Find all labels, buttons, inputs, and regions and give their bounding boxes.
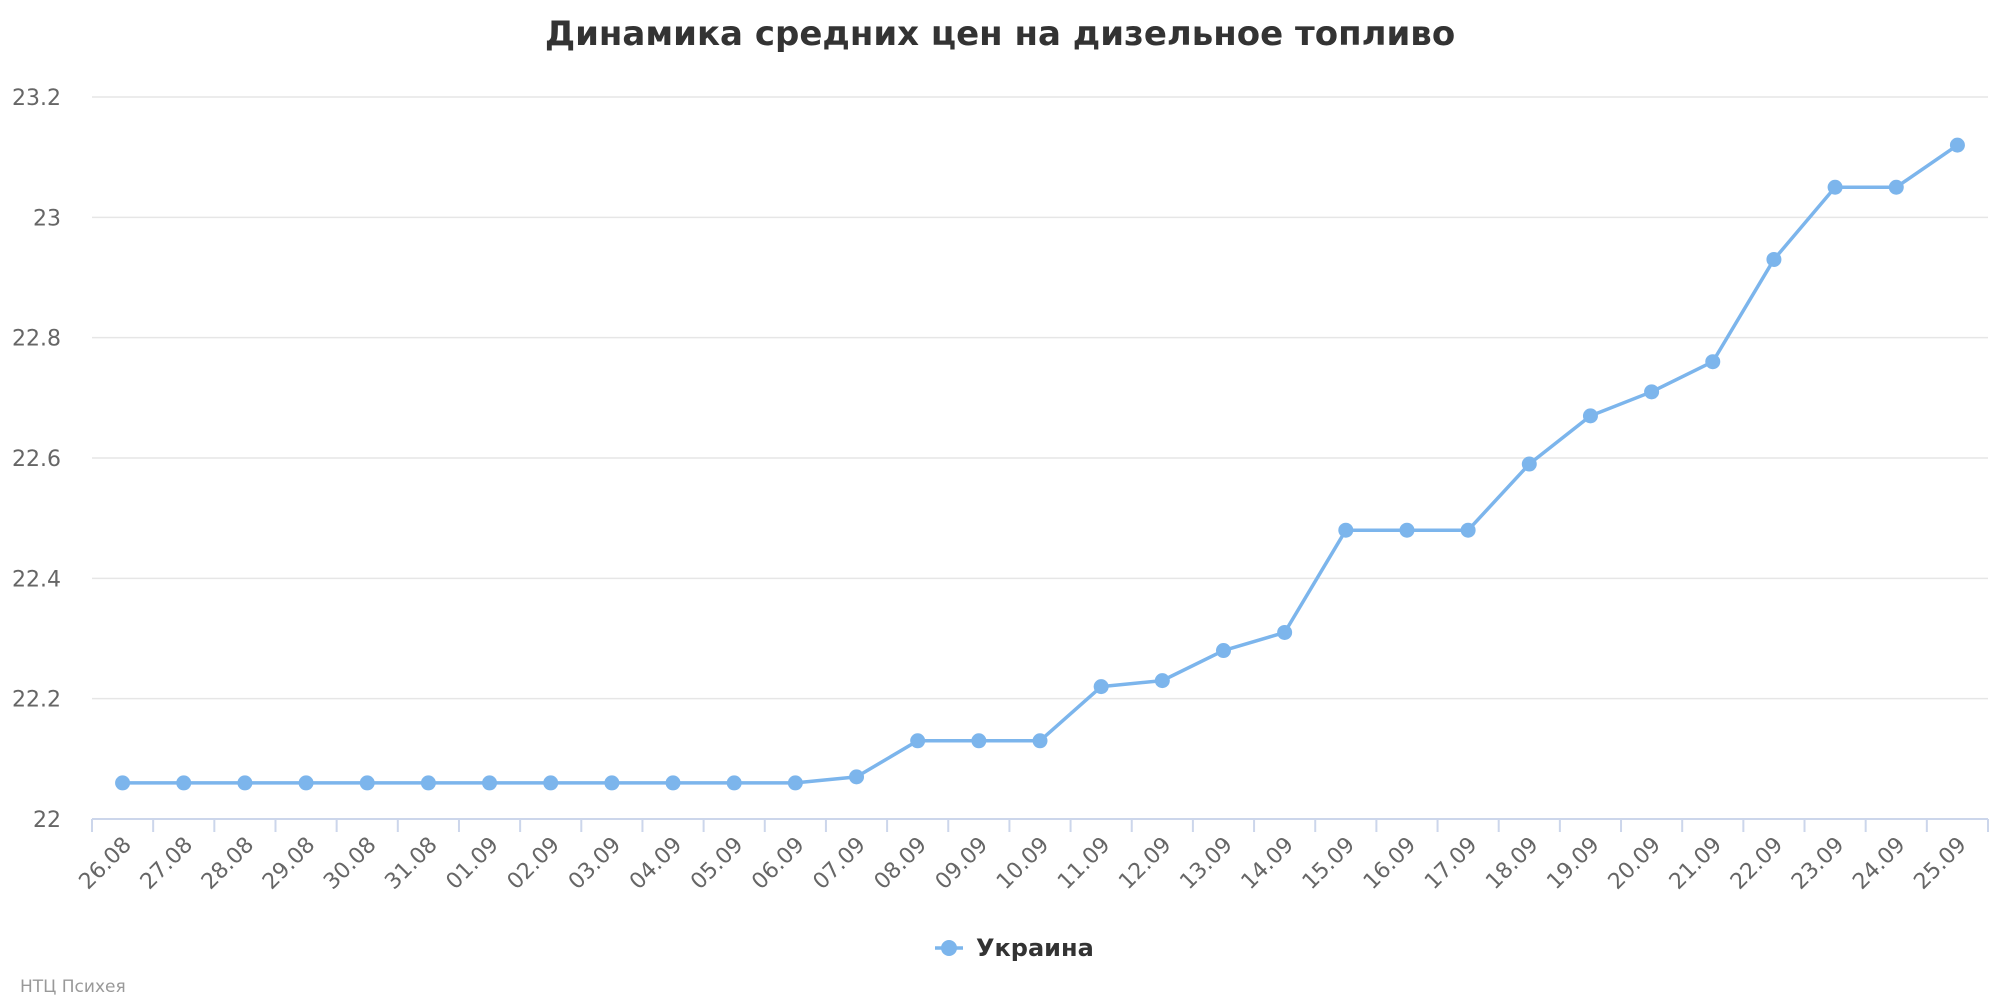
data-point[interactable] bbox=[1093, 679, 1109, 695]
x-tick-label: 11.09 bbox=[1053, 833, 1115, 895]
data-point[interactable] bbox=[1460, 522, 1476, 538]
chart-title: Динамика средних цен на дизельное топлив… bbox=[545, 14, 1455, 54]
x-tick-label: 13.09 bbox=[1176, 833, 1238, 895]
x-tick-label: 16.09 bbox=[1359, 833, 1421, 895]
data-point[interactable] bbox=[1521, 456, 1537, 472]
x-tick-label: 05.09 bbox=[686, 833, 748, 895]
legend[interactable]: Украина bbox=[935, 934, 1094, 962]
data-point[interactable] bbox=[726, 775, 742, 791]
x-tick-label: 03.09 bbox=[564, 833, 626, 895]
series-line bbox=[120, 143, 1960, 785]
x-tick-label: 09.09 bbox=[931, 833, 993, 895]
x-tick-label: 25.09 bbox=[1909, 833, 1971, 895]
x-tick-label: 02.09 bbox=[503, 833, 565, 895]
x-tick-label: 29.08 bbox=[258, 833, 320, 895]
data-point[interactable] bbox=[543, 775, 559, 791]
data-point[interactable] bbox=[1582, 408, 1598, 424]
data-point[interactable] bbox=[1277, 624, 1293, 640]
x-tick-label: 23.09 bbox=[1787, 833, 1849, 895]
legend-marker-icon bbox=[941, 940, 957, 956]
x-tick-label: 04.09 bbox=[625, 833, 687, 895]
x-tick-label: 28.08 bbox=[197, 833, 259, 895]
data-point[interactable] bbox=[298, 775, 314, 791]
x-tick-label: 22.09 bbox=[1726, 833, 1788, 895]
y-tick-label: 22.8 bbox=[12, 327, 61, 352]
data-point[interactable] bbox=[1705, 354, 1721, 370]
data-point[interactable] bbox=[787, 775, 803, 791]
x-tick-label: 19.09 bbox=[1542, 833, 1604, 895]
data-point[interactable] bbox=[1888, 179, 1904, 195]
x-tick-label: 30.08 bbox=[319, 833, 381, 895]
y-tick-label: 22.2 bbox=[12, 688, 61, 713]
x-tick-label: 15.09 bbox=[1298, 833, 1360, 895]
data-point[interactable] bbox=[971, 733, 987, 749]
data-point[interactable] bbox=[1827, 179, 1843, 195]
x-tick-label: 10.09 bbox=[992, 833, 1054, 895]
x-axis-labels: 26.0827.0828.0829.0830.0831.0801.0902.09… bbox=[75, 833, 1972, 895]
x-tick-label: 14.09 bbox=[1237, 833, 1299, 895]
data-point[interactable] bbox=[1949, 137, 1965, 153]
x-tick-label: 26.08 bbox=[75, 833, 137, 895]
x-tick-label: 27.08 bbox=[136, 833, 198, 895]
data-point[interactable] bbox=[1154, 673, 1170, 689]
x-tick-label: 21.09 bbox=[1665, 833, 1727, 895]
legend-item-label: Украина bbox=[976, 934, 1094, 962]
y-tick-label: 22.4 bbox=[12, 567, 61, 592]
y-tick-label: 22 bbox=[33, 808, 61, 833]
data-point[interactable] bbox=[482, 775, 498, 791]
data-point[interactable] bbox=[1644, 384, 1660, 400]
gridlines bbox=[92, 96, 1988, 700]
y-axis-labels: 22 22.2 22.4 22.6 22.8 23 23.2 bbox=[12, 86, 61, 833]
data-point[interactable] bbox=[1032, 733, 1048, 749]
y-tick-label: 23.2 bbox=[12, 86, 61, 111]
data-point[interactable] bbox=[115, 775, 131, 791]
data-point[interactable] bbox=[237, 775, 253, 791]
x-tick-label: 01.09 bbox=[442, 833, 504, 895]
data-point[interactable] bbox=[1766, 251, 1782, 267]
data-point[interactable] bbox=[1338, 522, 1354, 538]
x-tick-label: 24.09 bbox=[1848, 833, 1910, 895]
y-tick-label: 22.6 bbox=[12, 447, 61, 472]
data-point[interactable] bbox=[665, 775, 681, 791]
x-axis-ticks bbox=[91, 819, 1989, 832]
data-point[interactable] bbox=[1215, 643, 1231, 659]
y-tick-label: 23 bbox=[33, 206, 61, 231]
x-tick-label: 20.09 bbox=[1604, 833, 1666, 895]
x-tick-label: 17.09 bbox=[1420, 833, 1482, 895]
credits-text[interactable]: НТЦ Психея bbox=[20, 977, 126, 997]
x-tick-label: 08.09 bbox=[870, 833, 932, 895]
x-tick-label: 31.08 bbox=[380, 833, 442, 895]
data-point[interactable] bbox=[176, 775, 192, 791]
data-point[interactable] bbox=[420, 775, 436, 791]
x-tick-label: 07.09 bbox=[809, 833, 871, 895]
data-point[interactable] bbox=[1399, 522, 1415, 538]
series-ukraine[interactable] bbox=[115, 137, 1965, 791]
x-tick-label: 12.09 bbox=[1114, 833, 1176, 895]
data-point[interactable] bbox=[910, 733, 926, 749]
data-point[interactable] bbox=[359, 775, 375, 791]
x-tick-label: 18.09 bbox=[1481, 833, 1543, 895]
data-point[interactable] bbox=[604, 775, 620, 791]
data-point[interactable] bbox=[849, 769, 865, 785]
x-tick-label: 06.09 bbox=[747, 833, 809, 895]
